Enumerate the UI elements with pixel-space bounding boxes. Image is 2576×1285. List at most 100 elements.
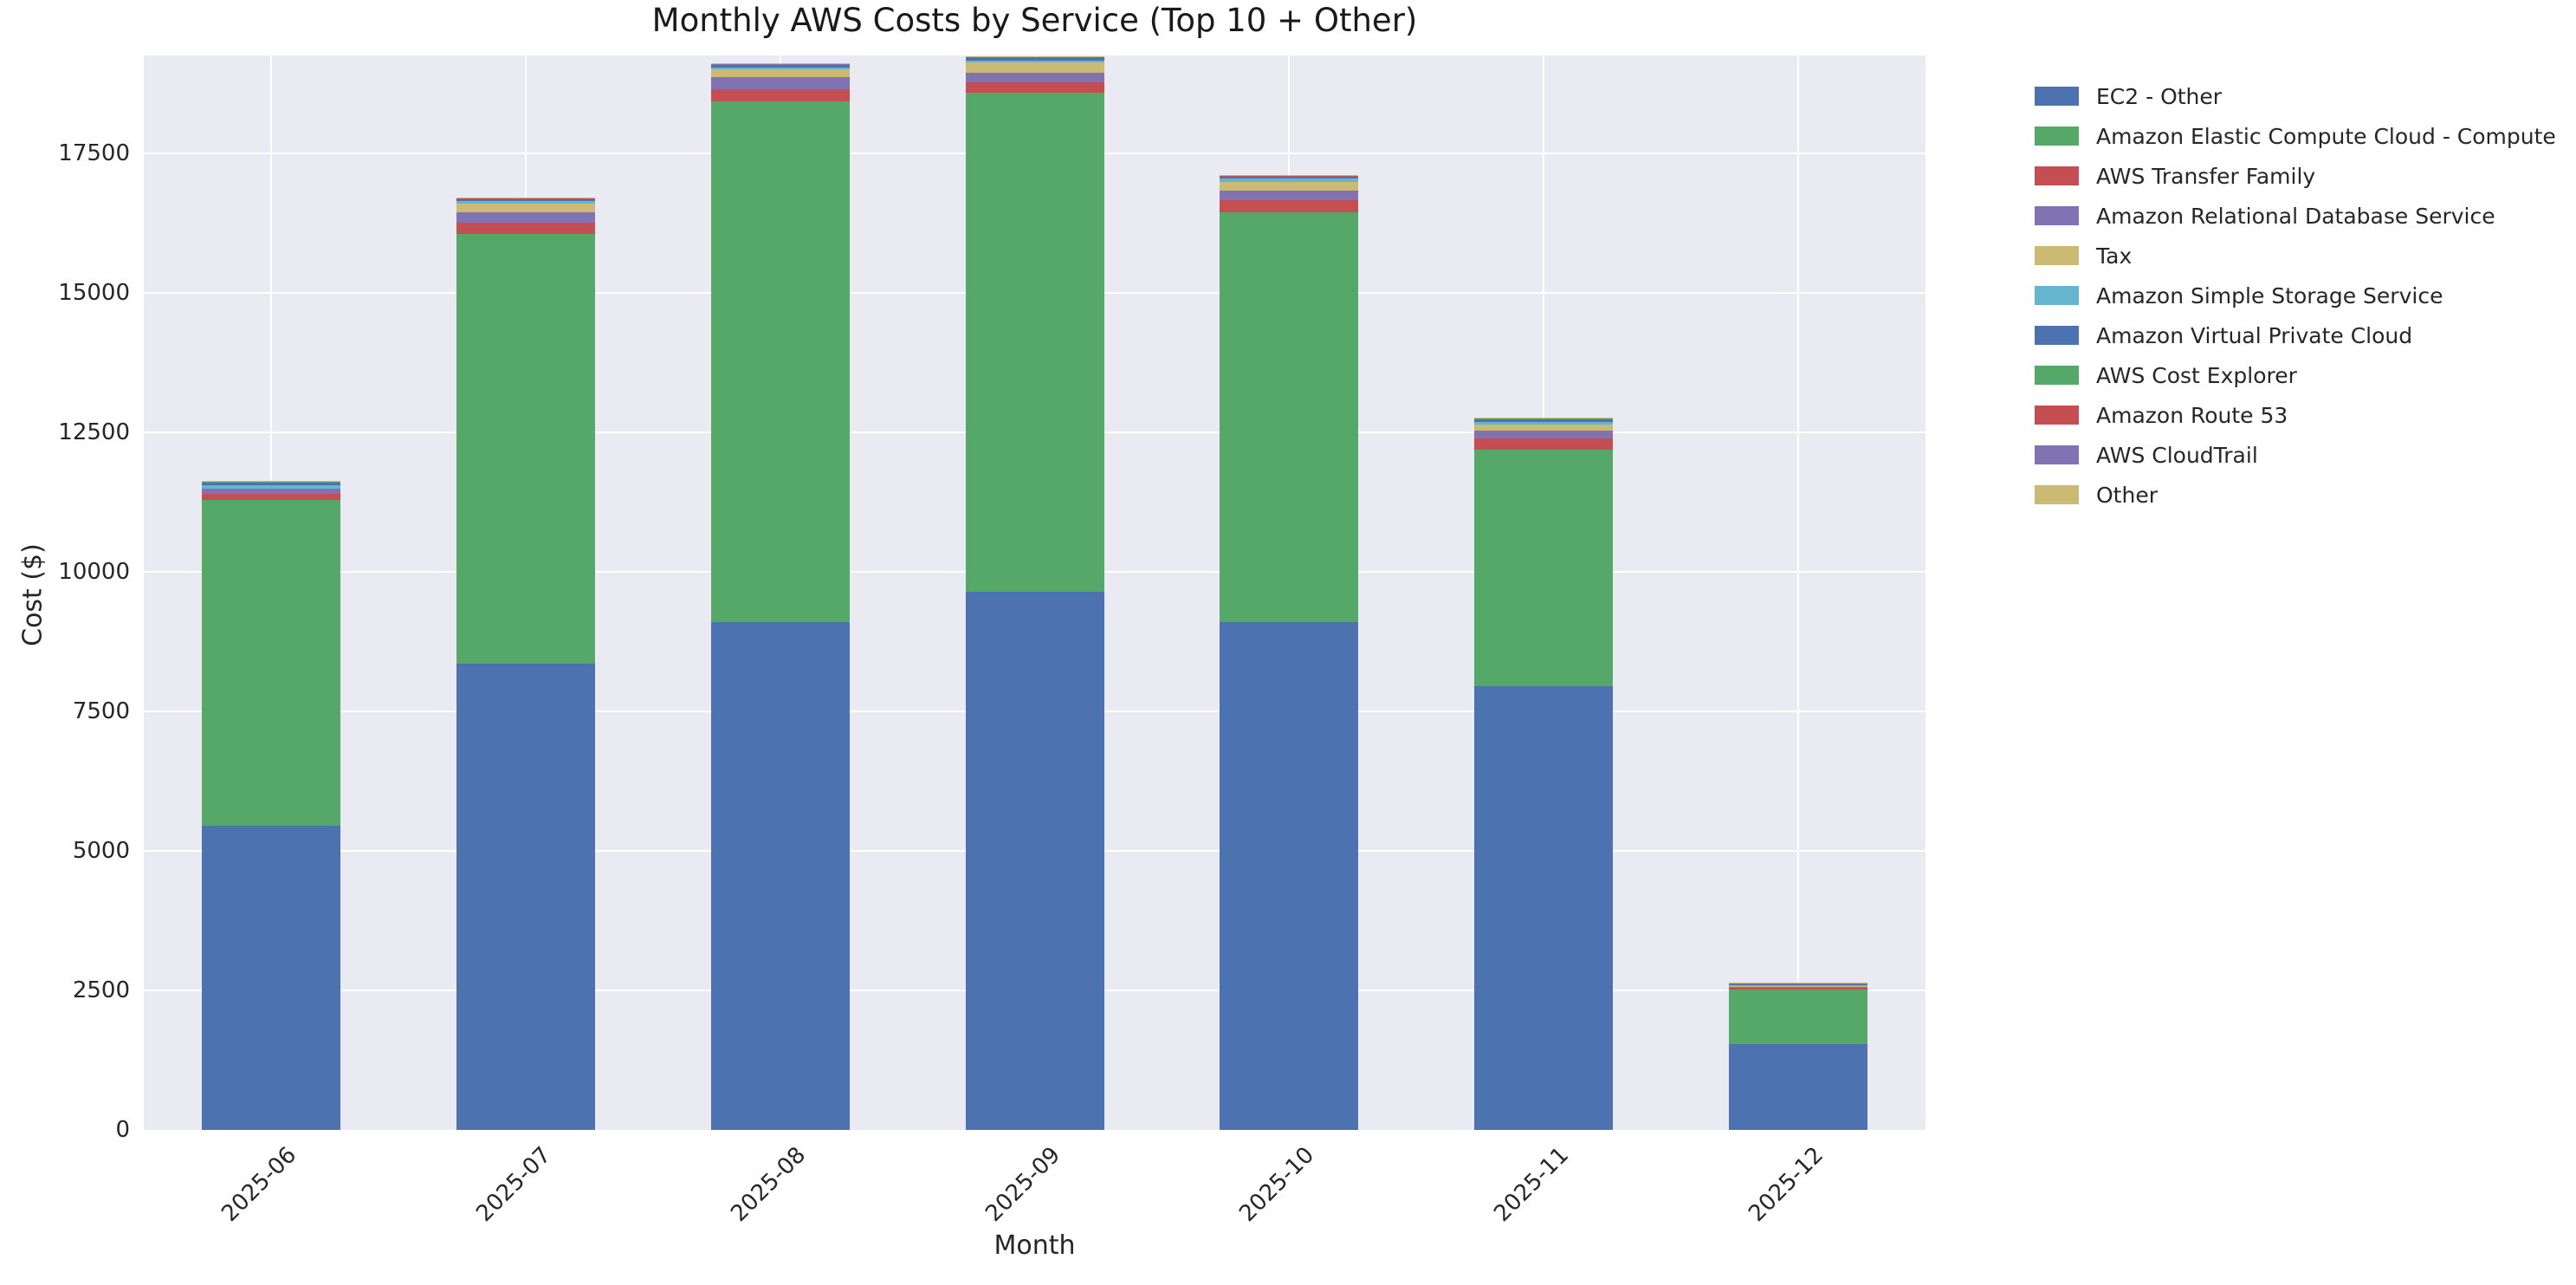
bar-segment: [1220, 190, 1359, 201]
bar-segment: [1729, 986, 1868, 988]
bar-segment: [1474, 450, 1614, 687]
bar-segment: [456, 222, 595, 235]
ytick-12500: 12500: [58, 419, 130, 445]
bar-segment: [1474, 425, 1614, 431]
legend-item: EC2 - Other: [2035, 76, 2222, 116]
legend-swatch-icon: [2035, 246, 2079, 265]
bar-segment: [201, 826, 340, 1130]
legend-swatch-icon: [2035, 87, 2079, 106]
bar-segment: [710, 64, 850, 68]
legend-item: AWS Transfer Family: [2035, 156, 2315, 196]
bar-segment: [1729, 984, 1868, 987]
legend-label: Amazon Elastic Compute Cloud - Compute: [2096, 123, 2556, 149]
bar-segment: [710, 77, 850, 89]
legend-swatch-icon: [2035, 206, 2079, 225]
legend-item: Amazon Route 53: [2035, 395, 2288, 435]
bar-segment: [1220, 212, 1359, 622]
chart-title: Monthly AWS Costs by Service (Top 10 + O…: [651, 2, 1418, 39]
ytick-5000: 5000: [72, 838, 130, 864]
bar-segment: [965, 56, 1104, 61]
bar-2025-10: [1220, 175, 1359, 1130]
bar-segment: [1729, 1043, 1868, 1130]
xtick-2025-07: 2025-07: [470, 1142, 556, 1228]
legend-item: Amazon Virtual Private Cloud: [2035, 315, 2412, 355]
xtick-2025-12: 2025-12: [1744, 1142, 1829, 1228]
legend-label: EC2 - Other: [2096, 83, 2223, 109]
bar-segment: [456, 201, 595, 204]
y-axis-label: Cost ($): [17, 543, 49, 646]
bar-segment: [965, 93, 1104, 592]
legend-item: AWS CloudTrail: [2035, 435, 2258, 475]
legend-item: Tax: [2035, 236, 2132, 276]
bar-segment: [201, 493, 340, 501]
legend-swatch-icon: [2035, 445, 2079, 464]
bar-segment: [710, 101, 850, 623]
bar-segment: [456, 204, 595, 213]
ytick-15000: 15000: [58, 280, 130, 307]
ytick-10000: 10000: [58, 559, 130, 585]
legend-swatch-icon: [2035, 366, 2079, 385]
ytick-7500: 7500: [72, 698, 130, 724]
bar-segment: [1220, 182, 1359, 191]
legend-swatch-icon: [2035, 326, 2079, 345]
bar-segment: [710, 68, 850, 70]
bar-2025-08: [710, 63, 850, 1130]
bar-segment: [1729, 990, 1868, 1044]
legend-swatch-icon: [2035, 166, 2079, 185]
bar-segment: [965, 72, 1104, 83]
bar-segment: [965, 82, 1104, 94]
bar-segment: [1474, 418, 1614, 422]
legend-label: Other: [2096, 482, 2158, 508]
bar-segment: [456, 234, 595, 664]
bar-segment: [1474, 421, 1614, 425]
xtick-2025-11: 2025-11: [1489, 1142, 1575, 1228]
ytick-17500: 17500: [58, 140, 130, 167]
bar-segment: [1729, 983, 1868, 985]
legend-item: Amazon Simple Storage Service: [2035, 276, 2443, 315]
bar-segment: [1474, 430, 1614, 439]
legend-item: AWS Cost Explorer: [2035, 355, 2297, 395]
bar-segment: [1474, 686, 1614, 1130]
bar-segment: [710, 622, 850, 1130]
bar-segment: [710, 69, 850, 78]
legend-item: Amazon Relational Database Service: [2035, 196, 2495, 236]
bar-segment: [710, 88, 850, 101]
plot-area: [144, 55, 1926, 1130]
legend-swatch-icon: [2035, 485, 2079, 504]
bar-2025-12: [1729, 983, 1868, 1130]
legend-label: AWS CloudTrail: [2096, 442, 2258, 468]
ytick-0: 0: [115, 1117, 130, 1143]
legend-swatch-icon: [2035, 127, 2079, 146]
legend-label: Tax: [2096, 243, 2133, 269]
bar-segment: [201, 482, 340, 485]
bar-segment: [1220, 200, 1359, 213]
bar-segment: [456, 212, 595, 223]
xtick-2025-06: 2025-06: [217, 1142, 302, 1228]
bar-2025-07: [456, 198, 595, 1130]
legend-item: Other: [2035, 475, 2158, 515]
bar-segment: [456, 198, 595, 202]
legend-item: Amazon Elastic Compute Cloud - Compute: [2035, 116, 2556, 156]
x-axis-label: Month: [994, 1230, 1076, 1261]
legend-swatch-icon: [2035, 286, 2079, 305]
bar-segment: [1220, 178, 1359, 183]
legend-label: Amazon Route 53: [2096, 402, 2288, 428]
bar-2025-06: [201, 481, 340, 1130]
gridline-x-2025-12: [1797, 55, 1800, 1130]
legend-swatch-icon: [2035, 406, 2079, 425]
xtick-2025-09: 2025-09: [980, 1142, 1065, 1228]
bar-segment: [456, 663, 595, 1130]
bar-segment: [965, 62, 1104, 73]
bar-segment: [201, 484, 340, 489]
bar-segment: [1474, 438, 1614, 451]
bar-2025-11: [1474, 417, 1614, 1130]
xtick-2025-10: 2025-10: [1234, 1142, 1320, 1228]
bar-segment: [1220, 621, 1359, 1130]
legend-label: Amazon Virtual Private Cloud: [2096, 322, 2413, 348]
bar-2025-09: [965, 55, 1104, 1130]
bar-segment: [965, 60, 1104, 63]
ytick-2500: 2500: [72, 977, 130, 1003]
bar-segment: [1729, 987, 1868, 990]
legend-label: AWS Cost Explorer: [2096, 362, 2297, 388]
legend-label: Amazon Relational Database Service: [2096, 203, 2495, 229]
